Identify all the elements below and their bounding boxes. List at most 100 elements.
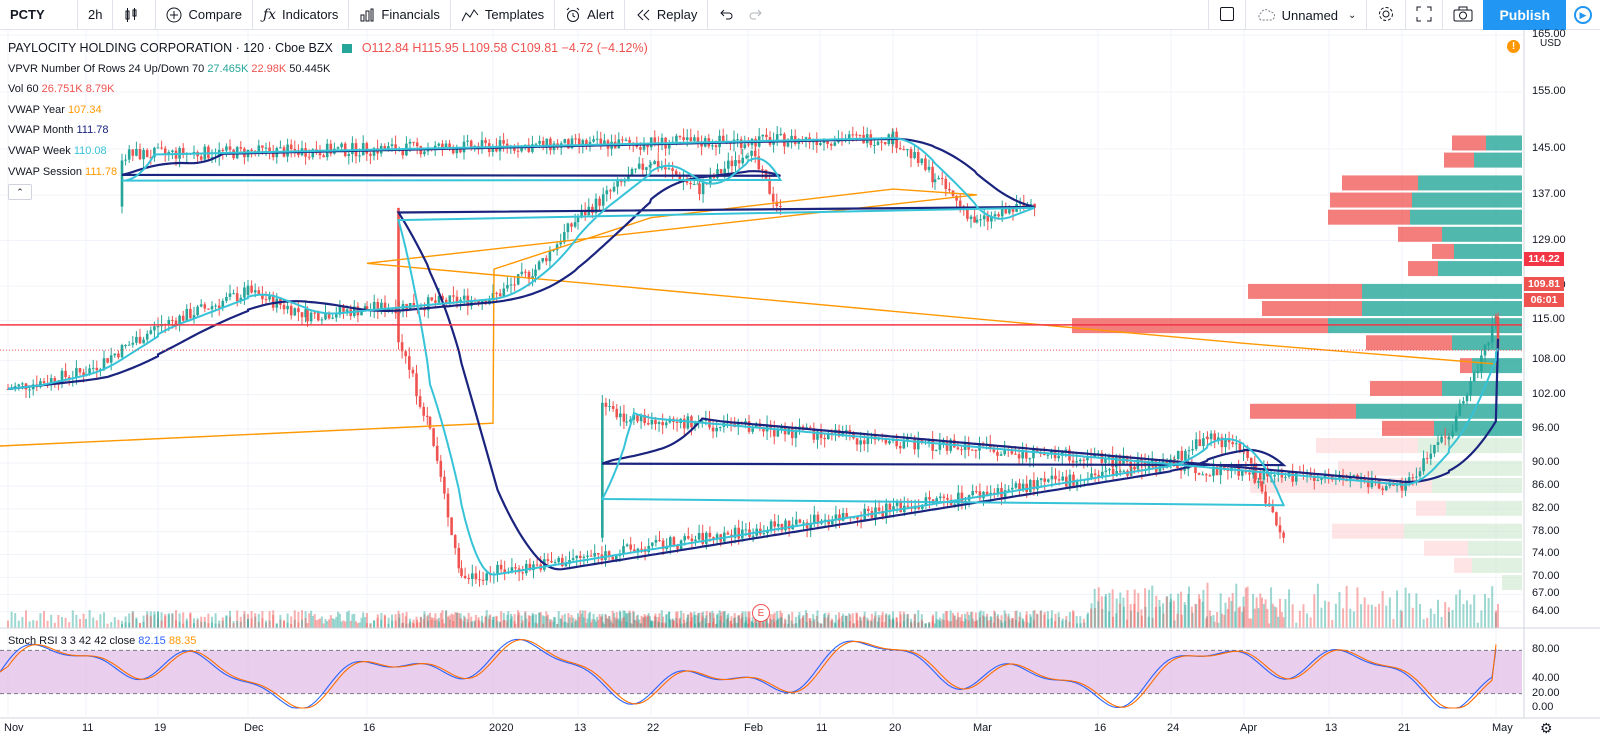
volume-profile xyxy=(1072,135,1522,591)
axes xyxy=(0,30,1600,719)
volume-bar xyxy=(538,612,541,628)
volume-bar xyxy=(776,611,779,628)
vwap-week-legend[interactable]: VWAP Week 110.08 xyxy=(8,141,648,162)
volume-bar xyxy=(1126,619,1129,628)
volume-bar xyxy=(452,614,455,628)
volume-bar xyxy=(794,623,797,628)
volume-bar xyxy=(546,614,549,628)
candle-body xyxy=(623,181,627,183)
volume-bar xyxy=(833,622,836,628)
candle-body xyxy=(1194,466,1197,474)
candle-body xyxy=(837,429,841,437)
financials-button[interactable]: Financials xyxy=(349,0,451,30)
volume-bar xyxy=(902,611,905,628)
volume-bar xyxy=(207,623,210,628)
volume-legend[interactable]: Vol 60 26.751K 8.79K xyxy=(8,79,648,100)
interval-selector[interactable]: 2h xyxy=(78,0,114,30)
volume-bar xyxy=(643,614,646,628)
candle-body xyxy=(931,166,934,183)
earnings-marker[interactable]: E xyxy=(752,604,770,622)
snapshot-button[interactable] xyxy=(1442,0,1483,30)
vpvr-up-bar xyxy=(1404,523,1522,539)
volume-bar xyxy=(347,610,350,628)
candle-body xyxy=(1050,475,1054,480)
legend-collapse-button[interactable]: ⌃ xyxy=(8,184,32,200)
volume-bar xyxy=(1338,591,1341,628)
volume-bar xyxy=(809,618,812,628)
alert-button[interactable]: Alert xyxy=(555,0,625,30)
layout-name-menu[interactable]: Unnamed ⌄ xyxy=(1244,0,1367,30)
volume-bar xyxy=(1101,609,1104,628)
fullscreen-square-button[interactable] xyxy=(1207,0,1245,30)
settings-gear-icon[interactable]: ⚙ xyxy=(1540,720,1553,736)
vwap-year-value: 107.34 xyxy=(67,103,102,116)
volume-bar xyxy=(700,612,703,628)
volume-bar xyxy=(1257,608,1260,628)
volume-bar xyxy=(650,621,653,628)
volume-bar xyxy=(910,618,913,628)
candle-body xyxy=(1104,457,1107,463)
volume-bar xyxy=(175,620,177,628)
candle-body xyxy=(437,296,441,303)
candle-body xyxy=(639,147,642,150)
volume-bar xyxy=(518,612,521,628)
price-label: 108.00 xyxy=(1532,353,1566,366)
candle-body xyxy=(888,440,891,444)
volume-bar xyxy=(953,615,956,628)
redo-button[interactable] xyxy=(744,0,780,30)
play-button[interactable]: ▶ xyxy=(1566,0,1600,30)
settings-button[interactable] xyxy=(1366,0,1405,30)
vwap-month-legend[interactable]: VWAP Month 111.78 xyxy=(8,120,648,141)
symbol-search[interactable]: PCTY xyxy=(0,0,78,30)
candle-body xyxy=(963,444,967,450)
vpvr-up-bar xyxy=(1418,438,1522,454)
indicators-button[interactable]: ƒx Indicators xyxy=(253,0,350,30)
candle-body xyxy=(67,377,71,379)
publish-button[interactable]: Publish xyxy=(1483,0,1566,30)
volume-bar xyxy=(768,623,771,628)
volume-bar xyxy=(272,615,275,628)
volume-bar xyxy=(769,613,772,628)
rsi-k-value: 82.15 xyxy=(138,635,166,647)
time-label: Apr xyxy=(1240,722,1258,734)
replay-button[interactable]: Replay xyxy=(625,0,709,30)
vpvr-down-bar xyxy=(1330,192,1412,208)
volume-bar xyxy=(561,615,564,628)
fullscreen-button[interactable] xyxy=(1405,0,1442,30)
volume-bar xyxy=(68,622,71,628)
volume-bar xyxy=(777,618,780,628)
candle-body xyxy=(975,219,979,223)
volume-bar xyxy=(552,621,555,628)
warning-icon[interactable]: ! xyxy=(1507,40,1520,53)
volume-bar xyxy=(751,617,754,628)
volume-bar xyxy=(978,617,981,628)
vwap-year-legend[interactable]: VWAP Year 107.34 xyxy=(8,100,648,121)
candle-body xyxy=(516,150,520,152)
candle-body xyxy=(1215,466,1219,476)
volume-bar xyxy=(1226,608,1229,628)
volume-bar xyxy=(1219,593,1222,628)
candle-body xyxy=(996,451,999,456)
price-chart[interactable] xyxy=(0,30,1600,750)
chart-type-button[interactable] xyxy=(113,0,157,30)
candle-body xyxy=(514,567,517,569)
templates-button[interactable]: Templates xyxy=(451,0,556,30)
candle-body xyxy=(945,442,949,451)
volume-bar xyxy=(470,616,473,628)
undo-button[interactable] xyxy=(708,0,744,30)
candle-body xyxy=(601,194,605,206)
volume-bar xyxy=(536,623,539,628)
vpvr-legend[interactable]: VPVR Number Of Rows 24 Up/Down 70 27.465… xyxy=(8,59,648,80)
volume-bar xyxy=(157,618,159,628)
vwap-session-legend[interactable]: VWAP Session 111.78 xyxy=(8,162,648,183)
volume-bar xyxy=(812,621,815,628)
volume-bar xyxy=(689,621,692,628)
rsi-legend[interactable]: Stoch RSI 3 3 42 42 close 82.15 88.35 xyxy=(8,635,196,647)
volume-bar xyxy=(464,617,467,628)
candle-body xyxy=(847,134,851,140)
volume-bar xyxy=(751,621,753,628)
compare-button[interactable]: Compare xyxy=(156,0,253,30)
candle-body xyxy=(931,438,934,451)
volume-bar xyxy=(619,611,622,628)
candle-body xyxy=(952,439,956,448)
